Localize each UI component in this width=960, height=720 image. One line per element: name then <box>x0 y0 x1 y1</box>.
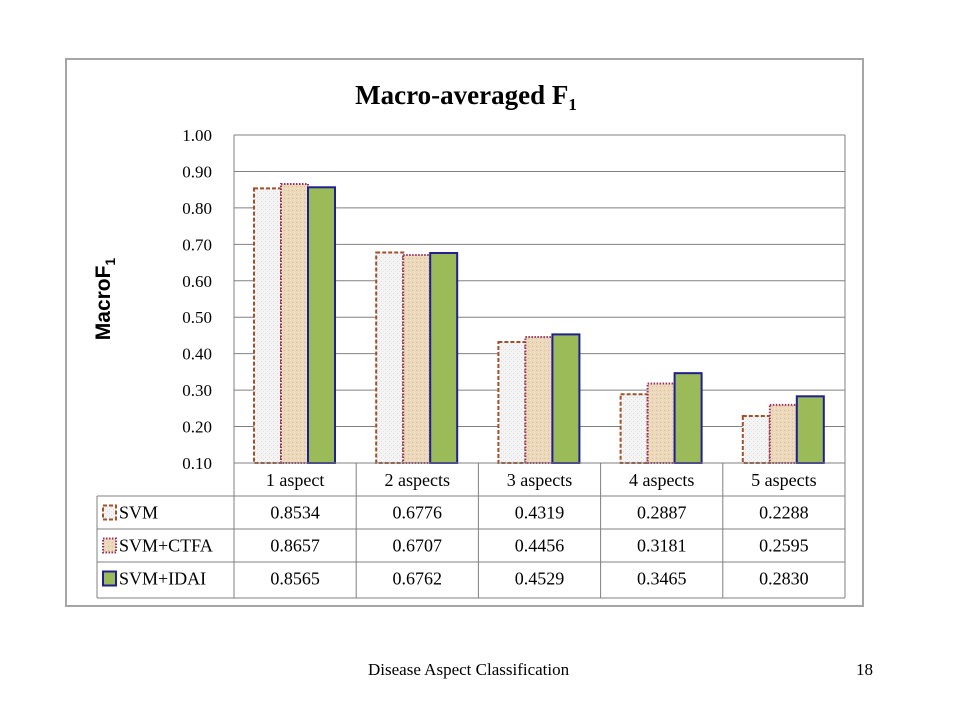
bar <box>375 251 405 464</box>
y-tick-label: 0.10 <box>182 454 212 473</box>
bar <box>646 382 676 465</box>
data-label: 0.3465 <box>637 569 687 589</box>
y-tick-label: 0.20 <box>182 418 212 437</box>
legend-label: SVM <box>119 503 158 523</box>
bar <box>497 341 527 465</box>
legend-label: SVM+CTFA <box>119 536 213 556</box>
bar <box>429 252 459 464</box>
data-label: 0.2830 <box>759 569 809 589</box>
legend-label: SVM+IDAI <box>119 569 206 589</box>
bar <box>673 372 703 465</box>
y-tick-label: 0.70 <box>182 235 212 254</box>
page-number: 18 <box>856 660 873 679</box>
x-tick-label: 5 aspects <box>751 470 816 490</box>
bar <box>795 395 825 465</box>
x-tick-label: 2 aspects <box>385 470 450 490</box>
footer-title: Disease Aspect Classification <box>368 660 570 679</box>
bar <box>741 415 771 465</box>
y-tick-label: 1.00 <box>182 126 212 145</box>
bar <box>768 403 798 465</box>
bar <box>253 187 282 464</box>
bar <box>307 186 336 464</box>
x-tick-label: 3 aspects <box>507 470 572 490</box>
data-label: 0.6762 <box>393 569 443 589</box>
bar <box>280 182 309 464</box>
data-label: 0.4319 <box>515 503 565 523</box>
data-label: 0.2887 <box>637 503 687 523</box>
data-label: 0.2595 <box>759 536 809 556</box>
data-label: 0.4456 <box>515 536 565 556</box>
data-label: 0.8534 <box>270 503 320 523</box>
y-axis-label: MacroF1 <box>92 258 118 341</box>
x-tick-label: 1 aspect <box>266 470 324 490</box>
legend-key <box>102 504 117 521</box>
data-label: 0.8565 <box>270 569 320 589</box>
bar <box>402 254 432 464</box>
legend-key <box>102 537 117 554</box>
data-label: 0.8657 <box>270 536 320 556</box>
y-tick-label: 0.40 <box>182 345 212 364</box>
data-label: 0.4529 <box>515 569 565 589</box>
data-label: 0.2288 <box>759 503 809 523</box>
bar <box>619 393 649 465</box>
bar <box>524 336 554 465</box>
legend-key <box>102 570 117 587</box>
y-tick-label: 0.80 <box>182 199 212 218</box>
y-tick-label: 0.90 <box>182 162 212 181</box>
y-tick-label: 0.50 <box>182 308 212 327</box>
data-label: 0.6707 <box>393 536 443 556</box>
x-tick-label: 4 aspects <box>629 470 694 490</box>
data-label: 0.3181 <box>637 536 687 556</box>
y-tick-label: 0.60 <box>182 272 212 291</box>
chart-title: Macro-averaged F1 <box>355 80 577 114</box>
bar <box>551 333 581 464</box>
data-label: 0.6776 <box>393 503 443 523</box>
y-tick-label: 0.30 <box>182 381 212 400</box>
